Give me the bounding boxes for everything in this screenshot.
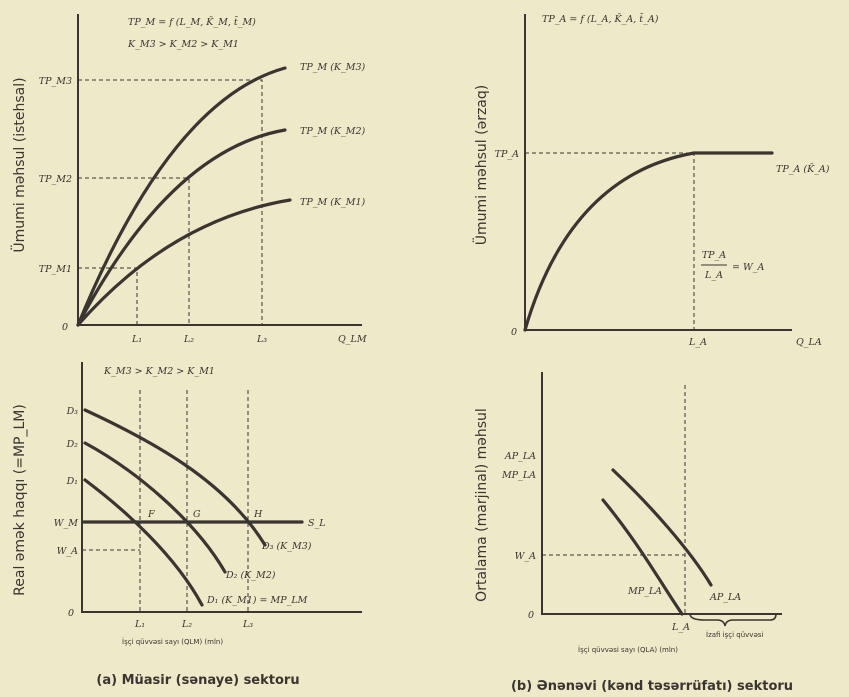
point-f: F — [147, 509, 155, 520]
tp-m3-tick: TP_M3 — [39, 76, 72, 87]
panel-a-top-formula-2: K_M3 > K_M2 > K_M1 — [127, 39, 239, 50]
d2-curve-label: D₂ (K_M2) — [225, 570, 276, 581]
tp-m2-guide — [78, 177, 190, 325]
panel-b-top-y-axis-label: Ümumi məhsul (ərzaq) — [472, 85, 490, 245]
panel-a-top-y-axis-label: Ümumi məhsul (istehsal) — [10, 77, 28, 252]
panel-b-bottom-y-axis-label: Ortalama (marjinal) məhsul — [474, 408, 490, 602]
surplus-labor-brace — [689, 613, 777, 627]
panel-b-top-graph: Ümumi məhsul (ərzaq) TP_A = f (L_A, K̄_A… — [472, 13, 830, 348]
panel-a-top-x-tick-l3: L₃ — [256, 334, 267, 345]
wa-b-tick: W_A — [515, 551, 537, 562]
panel-b-bottom-origin: 0 — [528, 610, 534, 621]
tp-a-curve-label: TP_A (K̄_A) — [776, 163, 830, 175]
d3-curve-label: D₃ (K_M3) — [261, 541, 312, 552]
panel-b-top-x-tick: L_A — [688, 337, 707, 348]
tp-m2-tick: TP_M2 — [39, 174, 72, 185]
tp-m2-curve — [76, 128, 287, 327]
panel-a-top-graph: Ümumi məhsul (istehsal) TP_M = f (L_M, K… — [10, 14, 367, 345]
d3-tick: D₃ — [66, 406, 79, 417]
tp-a-guide — [525, 152, 695, 330]
d3-curve — [83, 408, 267, 547]
d2-curve — [83, 441, 227, 574]
tp-m2-curve-label: TP_M (K_M2) — [300, 126, 366, 137]
panel-a-top-origin: 0 — [62, 322, 68, 333]
panel-a-bottom-y-axis-label: Real əmək haqqı (=MP_LM) — [12, 404, 28, 596]
panel-a-bottom-graph: Real əmək haqqı (=MP_LM) K_M3 > K_M2 > K… — [12, 362, 362, 646]
panel-a-bottom-condition: K_M3 > K_M2 > K_M1 — [103, 366, 215, 377]
d2-tick: D₂ — [66, 439, 79, 450]
panel-b-bottom-graph: Ortalama (marjinal) məhsul AP_LA MP_LA W… — [474, 372, 782, 654]
ap-la-curve — [611, 468, 713, 587]
surplus-labor-label: İzafi işçi qüvvəsi — [706, 630, 763, 639]
ratio-rhs: = W_A — [732, 262, 764, 273]
point-h: H — [253, 509, 263, 520]
panel-a-top-formula-1: TP_M = f (L_M, K̄_M, t̄_M) — [128, 16, 256, 28]
panel-a-caption: (a) Müasir (sənaye) sektoru — [96, 673, 299, 688]
panel-a-bottom-x-axis-label: İşçi qüvvəsi sayı (QLM) (mln) — [122, 637, 223, 646]
tp-m1-tick: TP_M1 — [39, 264, 72, 275]
ratio-denominator: L_A — [704, 270, 723, 281]
tp-m3-curve — [76, 66, 287, 327]
mp-la-tick: MP_LA — [501, 470, 536, 481]
mp-la-curve — [601, 498, 684, 616]
tp-m1-curve — [76, 198, 292, 327]
tp-a-tick: TP_A — [495, 149, 519, 160]
panel-a-top-x-axis-label: Q_LM — [338, 334, 367, 345]
panel-a-bottom-axes — [81, 362, 362, 613]
panel-a-top-axes — [77, 14, 362, 326]
panel-a-bottom-x-tick-l3: L₃ — [242, 619, 253, 630]
tp-m3-guide — [78, 79, 263, 325]
tp-a-curve — [523, 151, 774, 332]
panel-a-bottom-x-tick-l2: L₂ — [181, 619, 192, 630]
tp-m1-curve-label: TP_M (K_M1) — [300, 197, 366, 208]
panel-a-top-x-tick-l2: L₂ — [183, 334, 194, 345]
panel-a-bottom-x-tick-l1: L₁ — [134, 619, 145, 630]
d1-tick: D₁ — [66, 476, 78, 487]
ap-la-tick: AP_LA — [504, 451, 536, 462]
panel-b-caption: (b) Ənənəvi (kənd təsərrüfatı) sektoru — [511, 679, 793, 694]
panel-b-top-origin: 0 — [511, 327, 517, 338]
panel-b-top-axes — [524, 14, 792, 331]
panel-a-bottom-origin: 0 — [68, 608, 74, 619]
sl-label: S_L — [308, 518, 326, 529]
panel-b-bottom-x-tick: L_A — [671, 622, 690, 633]
d1-curve — [83, 478, 204, 607]
ratio-numerator: TP_A — [702, 250, 726, 261]
point-g: G — [193, 509, 201, 520]
ap-la-label: AP_LA — [709, 592, 741, 603]
panel-b-top-formula: TP_A = f (L_A, K̄_A, t̄_A) — [542, 13, 659, 25]
panel-b-bottom-axes — [541, 372, 782, 615]
wa-tick: W_A — [57, 546, 79, 557]
wm-tick: W_M — [54, 518, 79, 529]
tp-m3-curve-label: TP_M (K_M3) — [300, 62, 366, 73]
mp-la-label: MP_LA — [627, 586, 662, 597]
panel-a-top-x-tick-l1: L₁ — [131, 334, 142, 345]
panel-b-top-x-axis-label: Q_LA — [796, 337, 822, 348]
d1-curve-label: D₁ (K_M1) = MP_LM — [206, 595, 308, 606]
panel-b-bottom-x-axis-label: İşçi qüvvəsi sayı (QLA) (mln) — [578, 645, 678, 654]
